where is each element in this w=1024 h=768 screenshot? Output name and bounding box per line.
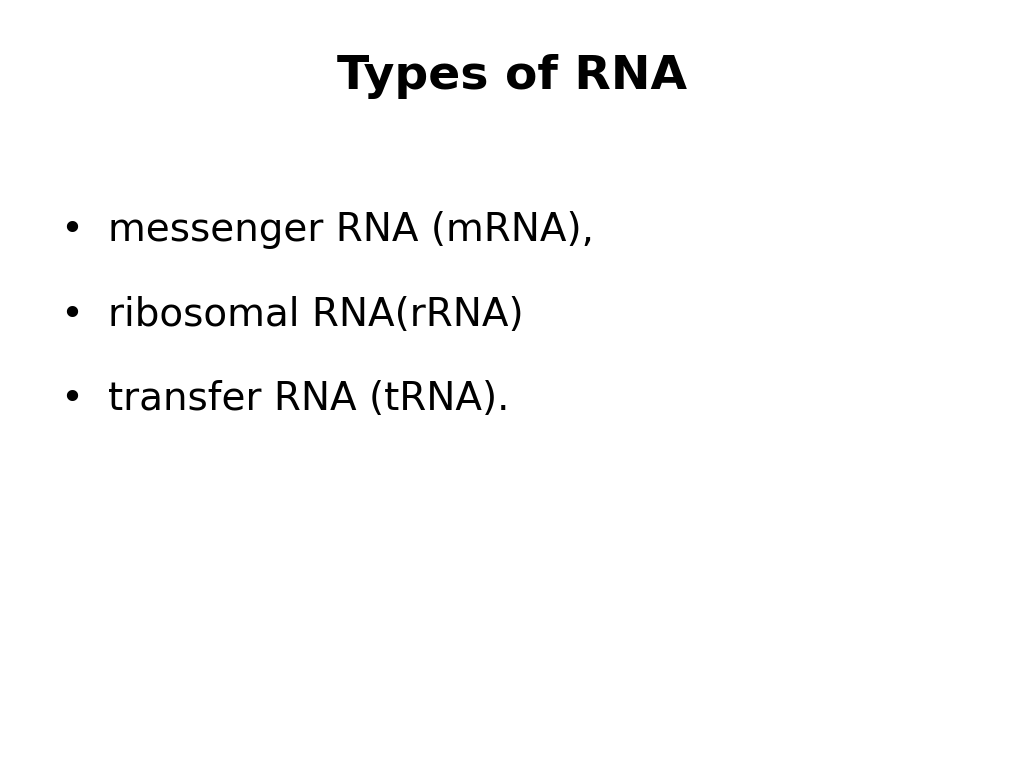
Text: transfer RNA (tRNA).: transfer RNA (tRNA).	[108, 380, 509, 419]
Text: •: •	[60, 296, 83, 334]
Text: Types of RNA: Types of RNA	[337, 54, 687, 99]
Text: messenger RNA (mRNA),: messenger RNA (mRNA),	[108, 211, 593, 250]
Text: •: •	[60, 380, 83, 419]
Text: ribosomal RNA(rRNA): ribosomal RNA(rRNA)	[108, 296, 523, 334]
Text: •: •	[60, 211, 83, 250]
